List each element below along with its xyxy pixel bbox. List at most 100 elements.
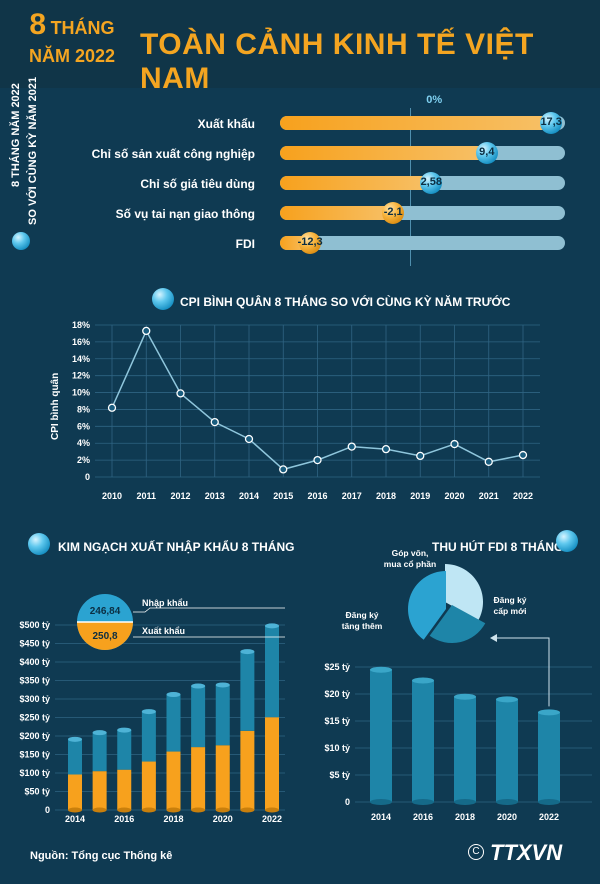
cpi-ytick: 10% xyxy=(72,388,90,398)
fdi-bar xyxy=(412,680,434,802)
fdi-bar-base xyxy=(496,799,518,805)
cpi-ytick: 6% xyxy=(77,421,90,431)
cpi-point xyxy=(244,434,254,444)
trade-bar-import xyxy=(240,651,255,731)
trade-bar-export xyxy=(265,717,279,810)
header-bar xyxy=(0,0,600,88)
fdi-pie-label-new: cấp mới xyxy=(494,606,527,616)
trade-bar-chart: 0 $50 tỷ $100 tỷ $150 tỷ $200 tỷ $250 tỷ $300 … xyxy=(19,594,285,824)
cpi-point xyxy=(279,465,288,474)
trade-bar-base xyxy=(240,807,255,813)
indicator-value: -12,3 xyxy=(297,236,323,248)
trade-bar-cap xyxy=(117,727,132,733)
trade-bar-export xyxy=(191,747,206,810)
fdi-ytick: $15 tỷ xyxy=(324,716,350,726)
cpi-point xyxy=(484,457,493,466)
fdi-ytick: 0 xyxy=(345,797,350,807)
cpi-point xyxy=(142,326,151,336)
cpi-point xyxy=(518,450,528,460)
indicator-bar xyxy=(280,206,394,220)
cpi-point xyxy=(347,442,356,451)
cpi-ytick: 16% xyxy=(72,337,90,347)
cpi-point xyxy=(176,389,185,398)
trade-bar-cap xyxy=(92,730,107,736)
cpi-xtick: 2010 xyxy=(102,491,122,501)
fdi-bar-base xyxy=(538,799,560,805)
fdi-pie-label-equity: Góp vốn, xyxy=(392,550,429,558)
trade-legend-leader xyxy=(133,607,285,613)
trade-bar-export xyxy=(215,745,230,810)
trade-bar-export xyxy=(166,751,181,810)
fdi-bar-base xyxy=(370,799,392,805)
trade-ytick: $500 tỷ xyxy=(19,620,50,630)
fdi-xtick: 2022 xyxy=(539,812,559,822)
cpi-chart-title: CPI BÌNH QUÂN 8 THÁNG SO VỚI CÙNG KỲ NĂM… xyxy=(180,295,511,309)
fdi-bar-cap xyxy=(538,709,560,716)
header-period-unit: THÁNG xyxy=(50,18,115,38)
trade-bar-base xyxy=(166,807,181,813)
trade-ytick: $450 tỷ xyxy=(19,639,50,649)
cpi-ytick: 2% xyxy=(77,455,90,465)
indicator-value: 17,3 xyxy=(540,116,562,128)
fdi-pie-label-additional: Đăng ký xyxy=(345,610,378,620)
trade-bar-import xyxy=(117,730,132,770)
indicator-marker xyxy=(540,112,563,134)
fdi-bar xyxy=(496,699,518,802)
fdi-bar-base xyxy=(454,799,476,805)
fdi-pie-label-new: Đăng ký xyxy=(493,595,526,605)
trade-bar-cap xyxy=(240,649,255,655)
cpi-point xyxy=(210,417,219,427)
source-note: Nguồn: Tổng cục Thống kê xyxy=(30,850,173,862)
cpi-xtick: 2022 xyxy=(513,491,533,501)
indicator-label: Số vụ tai nạn giao thông xyxy=(115,207,255,221)
fdi-bar xyxy=(538,712,560,802)
header-period-line2: NĂM 2022 xyxy=(28,46,116,66)
indicator-value: -2,1 xyxy=(383,206,403,218)
trade-bar-import xyxy=(68,739,82,775)
fdi-bar xyxy=(370,669,392,802)
trade-ytick: $300 tỷ xyxy=(19,694,50,704)
fdi-bar-cap xyxy=(496,696,518,703)
cpi-ytick: 4% xyxy=(77,438,90,448)
trade-ytick: $150 tỷ xyxy=(19,750,50,760)
fdi-bar-base xyxy=(412,799,434,805)
trade-ytick: $50 tỷ xyxy=(24,787,50,797)
indicator-chart: 0% Xuất khẩu 17,3 Chỉ số sản xuất công nghi… xyxy=(0,90,600,266)
trade-chart-title: KIM NGẠCH XUẤT NHẬP KHẨU 8 THÁNG xyxy=(58,540,295,554)
fdi-pie-slice xyxy=(445,564,483,621)
fdi-ytick: $25 tỷ xyxy=(324,662,350,672)
trade-legend-export-label: Xuất khẩu xyxy=(142,626,185,636)
trade-bar-import xyxy=(265,625,279,718)
bubble-icon xyxy=(556,530,578,552)
trade-bar-cap xyxy=(166,692,181,698)
indicator-bar xyxy=(280,116,552,130)
cpi-point xyxy=(107,403,117,412)
trade-xtick: 2016 xyxy=(114,814,134,824)
trade-bar-base xyxy=(92,807,107,813)
fdi-pie-label-additional: tăng thêm xyxy=(342,621,383,631)
trade-ytick: $350 tỷ xyxy=(19,676,50,686)
trade-xtick: 2014 xyxy=(65,814,85,824)
trade-bar-base xyxy=(68,807,82,813)
trade-bar-export xyxy=(117,769,132,810)
cpi-xtick: 2020 xyxy=(444,491,464,501)
cpi-xtick: 2016 xyxy=(307,491,327,501)
indicator-label: Xuất khẩu xyxy=(197,117,255,131)
cpi-point xyxy=(381,444,391,454)
bubble-icon xyxy=(152,288,174,310)
fdi-bar-chart: 0 $5 tỷ $10 tỷ $15 tỷ $20 tỷ $25 tỷ 2014 2016 20… xyxy=(324,550,592,822)
fdi-pie-slice xyxy=(408,571,446,640)
trade-bar-cap xyxy=(265,623,279,629)
cpi-line-chart: 0 2% 4% 6% 8% 10% 12% 14% 16% 18% 2010 2011 2012 2013… xyxy=(72,320,540,501)
cpi-xtick: 2014 xyxy=(239,491,259,501)
cpi-xtick: 2011 xyxy=(136,491,156,501)
cpi-point xyxy=(450,439,459,449)
fdi-ytick: $10 tỷ xyxy=(324,743,350,753)
indicator-label: Chỉ số giá tiêu dùng xyxy=(140,177,255,191)
trade-bar-import xyxy=(141,711,156,762)
fdi-xtick: 2014 xyxy=(371,812,391,822)
indicator-marker xyxy=(299,232,322,254)
indicator-marker xyxy=(382,202,405,224)
trade-bar-import xyxy=(166,694,181,752)
indicator-label: Chỉ số sản xuất công nghiệp xyxy=(91,147,255,161)
